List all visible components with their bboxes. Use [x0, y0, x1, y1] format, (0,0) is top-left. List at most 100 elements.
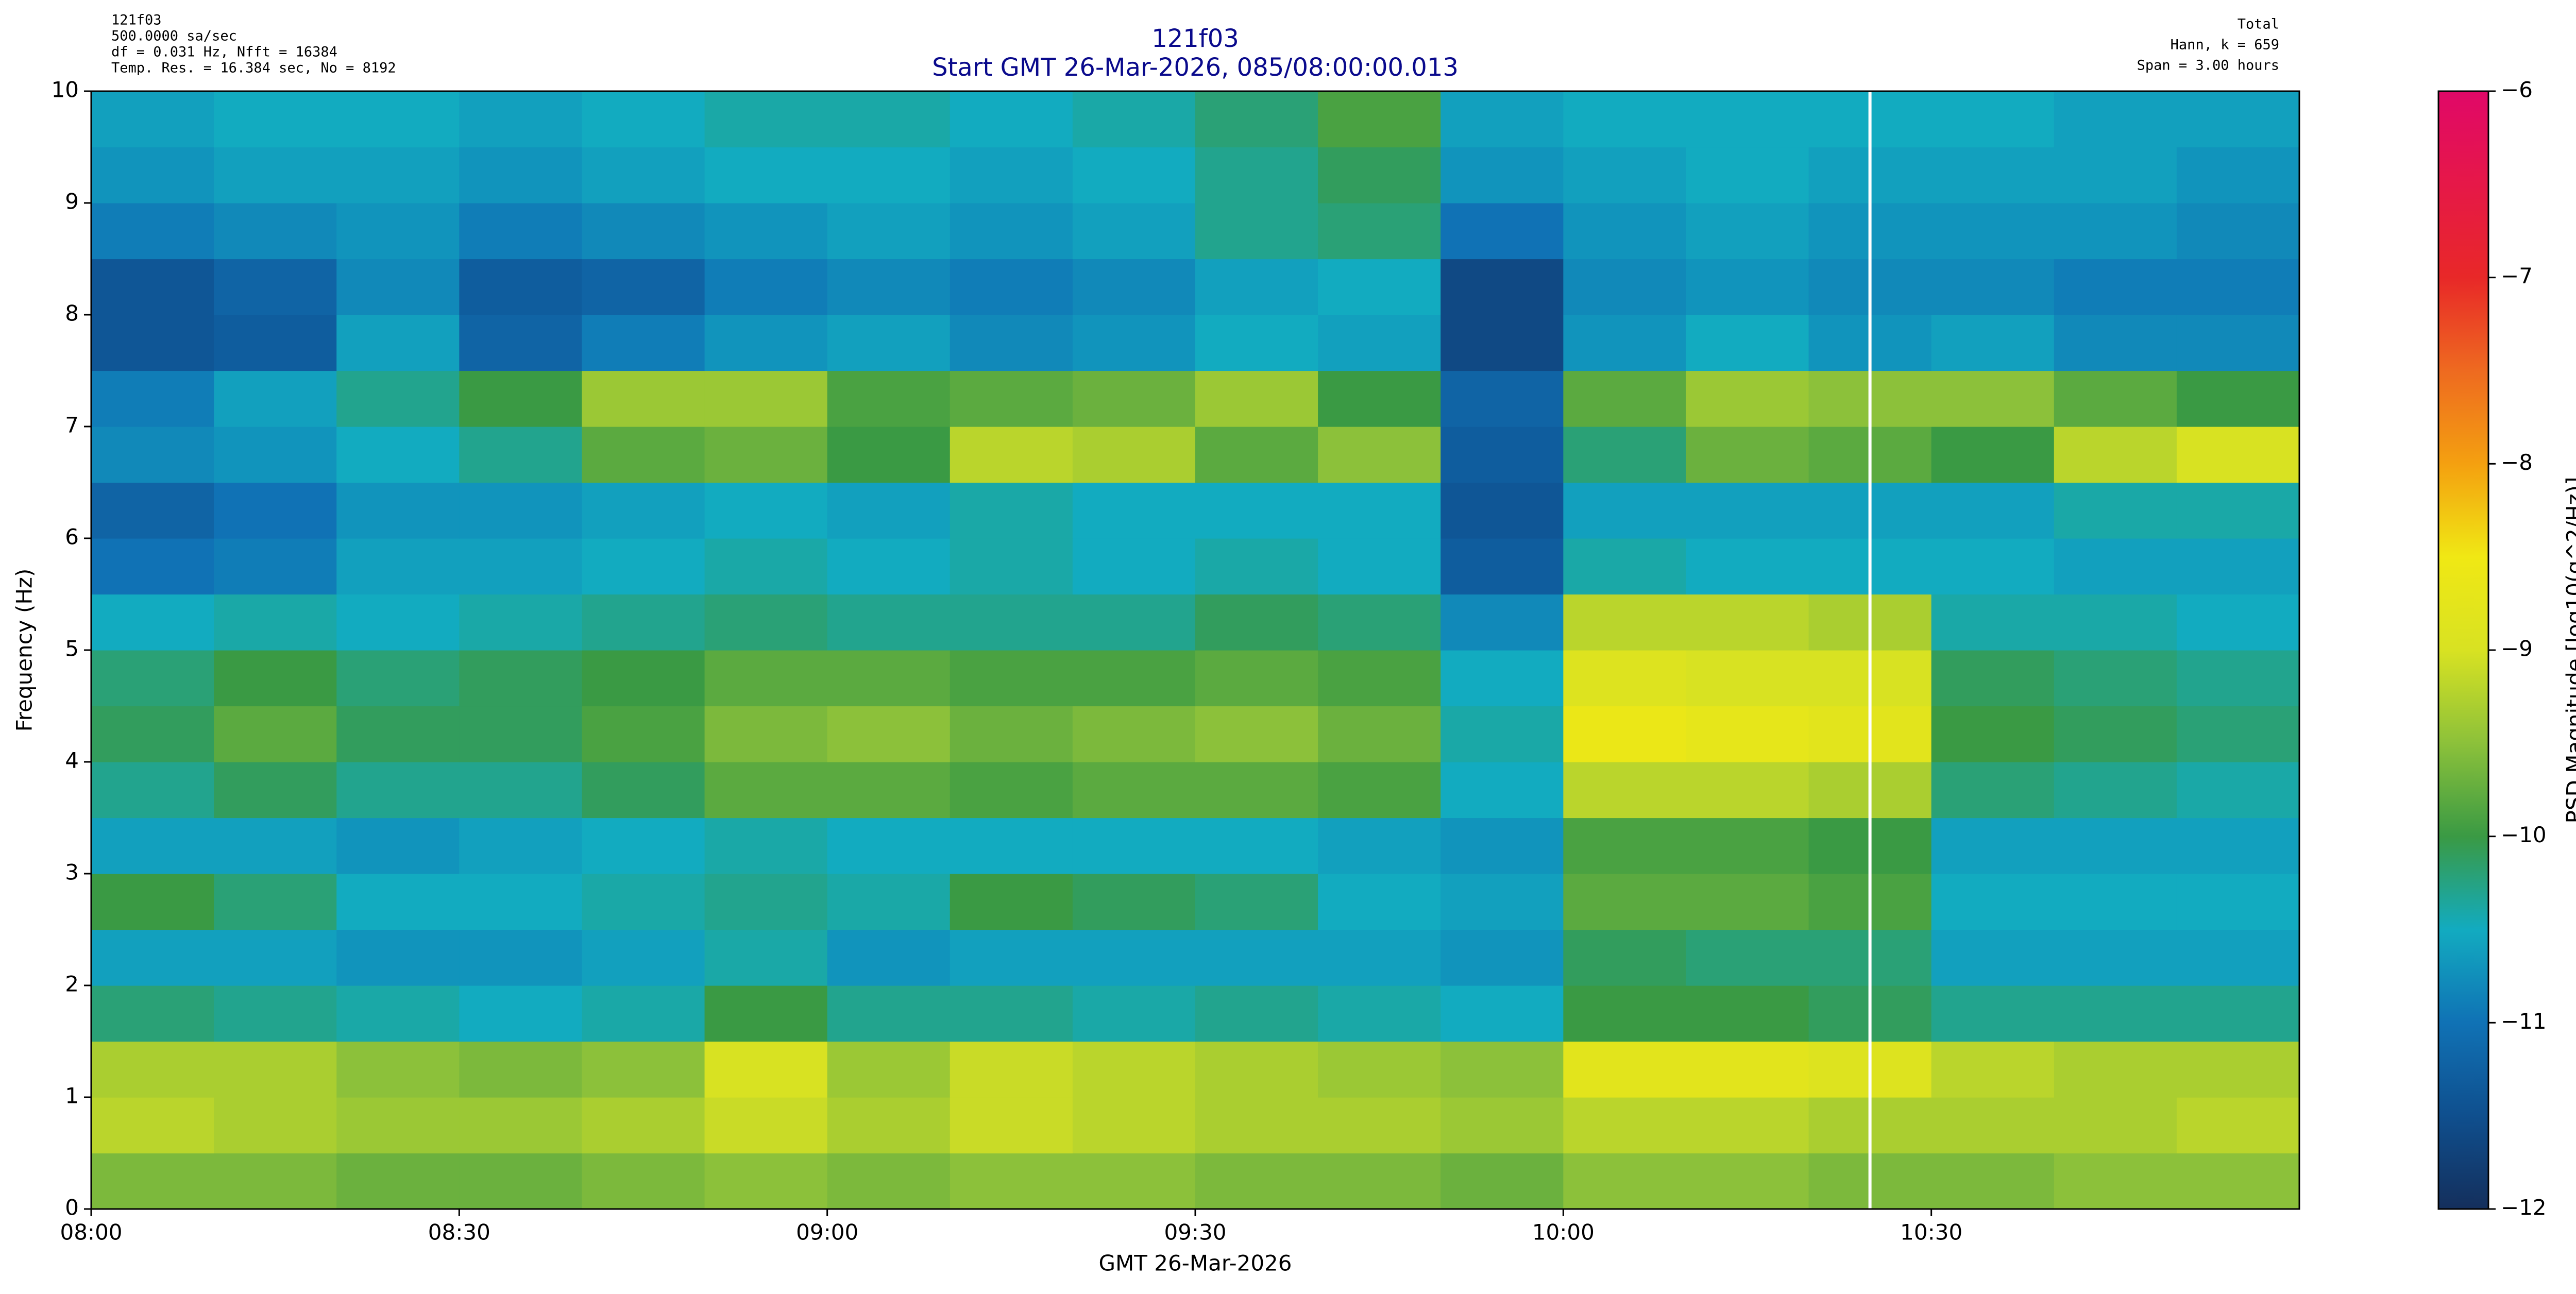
- heatmap-cell: [1072, 985, 1196, 1042]
- heatmap-cell: [459, 203, 583, 260]
- heatmap-cell: [1563, 706, 1687, 762]
- heatmap-cell: [1440, 1041, 1564, 1098]
- heatmap-cell: [1563, 91, 1687, 148]
- heatmap-cell: [1072, 147, 1196, 203]
- heatmap-cell: [1440, 762, 1564, 819]
- heatmap-cell: [2054, 706, 2177, 762]
- heatmap-cell: [1686, 929, 1809, 986]
- heatmap-cell: [1318, 91, 1441, 148]
- heatmap-cell: [1440, 203, 1564, 260]
- heatmap-cell: [582, 1041, 705, 1098]
- heatmap-cell: [1318, 818, 1441, 874]
- colorbar-tick-label: −10: [2501, 822, 2547, 847]
- heatmap-cell: [1563, 594, 1687, 651]
- heatmap-cell: [91, 147, 214, 203]
- heatmap-cell: [1195, 706, 1318, 762]
- heatmap-cell: [1440, 259, 1564, 315]
- info-left: 500.0000 sa/sec: [111, 28, 237, 44]
- heatmap-cell: [1563, 147, 1687, 203]
- x-tick-label: 09:00: [796, 1220, 858, 1245]
- heatmap-cell: [582, 762, 705, 819]
- heatmap-cell: [1440, 147, 1564, 203]
- heatmap-cell: [1686, 259, 1809, 315]
- heatmap-cell: [214, 427, 337, 483]
- heatmap-cell: [582, 538, 705, 595]
- heatmap-cell: [214, 147, 337, 203]
- heatmap-cell: [336, 203, 460, 260]
- heatmap-cell: [950, 1097, 1073, 1154]
- heatmap-cell: [2176, 706, 2300, 762]
- heatmap-cell: [1195, 91, 1318, 148]
- heatmap-cell: [1195, 1097, 1318, 1154]
- heatmap-cell: [459, 985, 583, 1042]
- heatmap-cell: [336, 427, 460, 483]
- heatmap-cell: [582, 482, 705, 539]
- heatmap-cell: [459, 818, 583, 874]
- heatmap-cell: [336, 818, 460, 874]
- heatmap-cell: [1195, 874, 1318, 930]
- heatmap-cell: [1195, 482, 1318, 539]
- heatmap-cell: [950, 929, 1073, 986]
- x-axis-label: GMT 26-Mar-2026: [1099, 1251, 1292, 1276]
- heatmap-cell: [582, 147, 705, 203]
- heatmap-cell: [827, 1041, 951, 1098]
- heatmap-cell: [2054, 818, 2177, 874]
- heatmap-cell: [336, 874, 460, 930]
- heatmap-cell: [214, 818, 337, 874]
- heatmap-cell: [582, 650, 705, 707]
- heatmap-cell: [827, 650, 951, 707]
- heatmap-cell: [2054, 929, 2177, 986]
- heatmap-cell: [827, 818, 951, 874]
- heatmap-cell: [1686, 315, 1809, 371]
- heatmap-cell: [1072, 427, 1196, 483]
- heatmap-cell: [827, 427, 951, 483]
- heatmap-cell: [1195, 315, 1318, 371]
- heatmap-cell: [582, 594, 705, 651]
- heatmap-cell: [1563, 874, 1687, 930]
- heatmap-cell: [459, 91, 583, 148]
- heatmap-cell: [91, 985, 214, 1042]
- heatmap-cell: [336, 929, 460, 986]
- heatmap-cell: [1195, 985, 1318, 1042]
- colorbar-tick-label: −12: [2501, 1195, 2547, 1220]
- heatmap-cell: [459, 482, 583, 539]
- heatmap-cell: [1931, 762, 2055, 819]
- chart-title: 121f03: [1151, 24, 1239, 53]
- heatmap-cell: [582, 427, 705, 483]
- heatmap-cell: [214, 594, 337, 651]
- heatmap-cell: [214, 762, 337, 819]
- heatmap-cell: [1563, 538, 1687, 595]
- heatmap-cell: [336, 370, 460, 427]
- heatmap-cell: [214, 315, 337, 371]
- heatmap-cell: [2176, 482, 2300, 539]
- heatmap-cell: [1195, 1153, 1318, 1210]
- heatmap-cell: [1318, 482, 1441, 539]
- heatmap-cell: [1318, 594, 1441, 651]
- heatmap-cell: [2176, 370, 2300, 427]
- heatmap-cell: [1440, 427, 1564, 483]
- heatmap-cell: [1072, 1153, 1196, 1210]
- heatmap-cell: [1686, 985, 1809, 1042]
- colorbar-label: PSD Magnitude [log10(g^2/Hz)]: [2562, 477, 2576, 824]
- heatmap-cell: [1072, 482, 1196, 539]
- heatmap-cell: [1072, 1097, 1196, 1154]
- heatmap-cell: [91, 1041, 214, 1098]
- heatmap-cell: [91, 482, 214, 539]
- heatmap-cell: [1440, 650, 1564, 707]
- heatmap-cell: [91, 818, 214, 874]
- heatmap-cell: [950, 427, 1073, 483]
- heatmap-cell: [1318, 538, 1441, 595]
- heatmap-cell: [704, 91, 828, 148]
- heatmap-cell: [459, 706, 583, 762]
- heatmap-cell: [1563, 259, 1687, 315]
- colorbar-tick-label: −6: [2501, 77, 2533, 103]
- heatmap-cell: [459, 1097, 583, 1154]
- heatmap-cell: [1195, 147, 1318, 203]
- heatmap-cell: [91, 203, 214, 260]
- y-tick-label: 10: [52, 77, 79, 103]
- heatmap-cell: [1072, 706, 1196, 762]
- info-right: Hann, k = 659: [2171, 37, 2279, 53]
- heatmap-cell: [1563, 762, 1687, 819]
- heatmap-cell: [2054, 147, 2177, 203]
- heatmap-cell: [1318, 315, 1441, 371]
